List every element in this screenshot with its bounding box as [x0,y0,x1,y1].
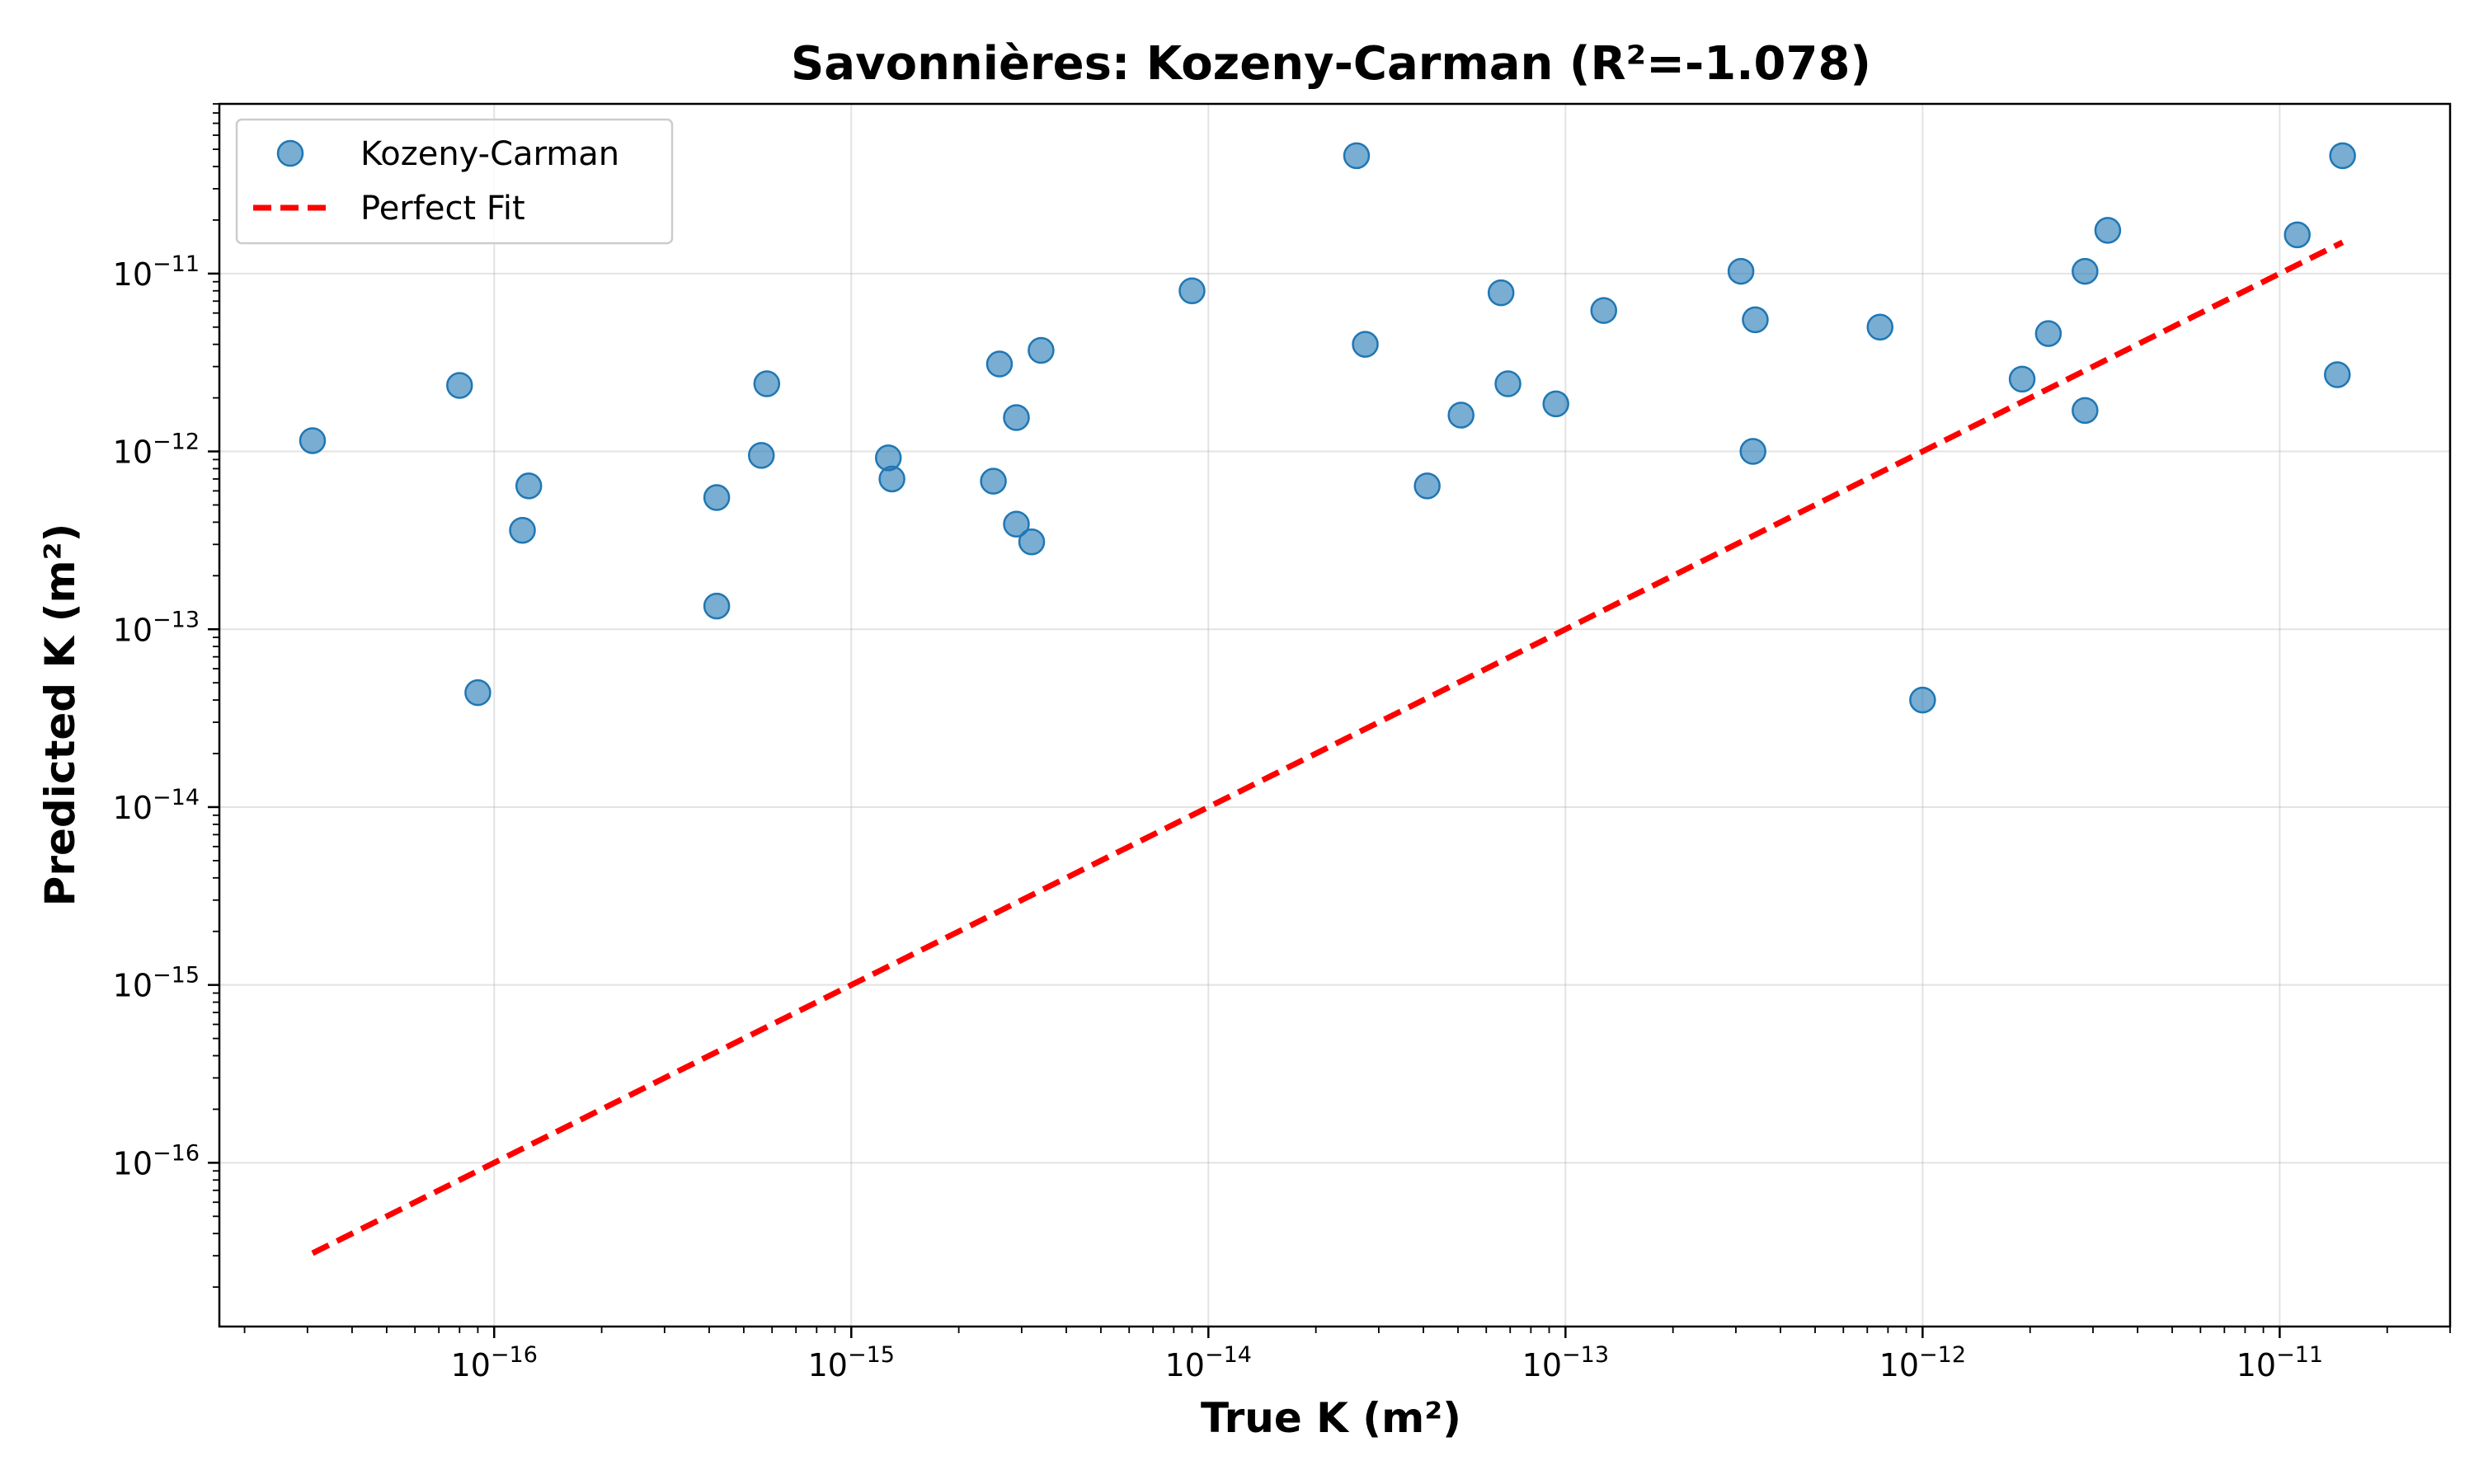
x-axis-ticks: 10−16 10−15 10−14 10−13 10−12 10−11 [451,1327,2323,1383]
legend: Kozeny-Carman Perfect Fit [235,118,674,245]
y-tick-label: 10−12 [113,430,200,471]
data-point [703,484,731,511]
data-point [1909,686,1936,714]
legend-marker-kozeny-carman [276,139,304,167]
series-layer [299,142,2356,1256]
data-point [2034,320,2062,347]
y-axis-ticks: 10−16 10−15 10−14 10−13 10−12 10−11 [113,251,219,1181]
plot-frame [218,102,2452,1328]
x-tick-label: 10−16 [451,1342,538,1383]
scatter-points [299,142,2356,714]
y-tick-label: 10−11 [113,251,200,293]
data-point [985,350,1014,378]
data-point [1727,257,1755,285]
x-tick-label: 10−11 [2236,1342,2323,1383]
data-point [878,465,905,493]
data-point [1018,528,1046,556]
minor-ticks [213,103,2451,1333]
data-point [1590,297,1618,324]
data-point [2072,397,2099,425]
data-point [1028,336,1055,364]
legend-label-kozeny-carman: Kozeny-Carman [360,135,619,173]
y-tick-label: 10−14 [113,785,200,826]
data-point [1494,370,1522,397]
data-point [1003,404,1030,431]
data-point [1343,142,1371,170]
data-point [2284,221,2311,249]
legend-label-perfect-fit: Perfect Fit [360,190,525,228]
x-tick-label: 10−13 [1522,1342,1609,1383]
plot-area: 10−16 10−15 10−14 10−13 10−12 10−11 10−1610−1… [113,102,2452,1383]
data-point [446,372,473,399]
data-point [1447,402,1475,429]
data-point [1003,510,1030,538]
data-point [1542,390,1569,418]
data-point [1413,472,1441,500]
data-point [1352,331,1379,358]
grid [219,104,2450,1327]
y-axis-label: Predicted K (m²) [36,524,84,907]
data-point [509,517,536,544]
perfect-fit-line [311,239,2345,1256]
x-tick-label: 10−12 [1879,1342,1966,1383]
data-point [2072,257,2099,285]
data-point [703,592,731,620]
x-axis-label: True K (m²) [1201,1394,1461,1442]
data-point [1178,277,1206,304]
legend-box [235,118,674,245]
data-point [753,370,781,397]
x-tick-label: 10−14 [1165,1342,1252,1383]
data-point [2094,217,2122,244]
x-tick-label: 10−15 [808,1342,895,1383]
data-point [1739,438,1766,465]
y-tick-label: 10−15 [113,963,200,1004]
data-point [299,427,327,454]
data-point [2324,361,2351,388]
data-point [980,467,1007,495]
data-point [2008,365,2036,393]
data-point [1866,313,1893,341]
data-point [515,472,543,500]
data-point [1742,306,1769,334]
y-tick-label: 10−13 [113,607,200,648]
chart-title: Savonnières: Kozeny-Carman (R²=-1.078) [791,37,1871,91]
y-tick-label: 10−16 [113,1140,200,1181]
data-point [1487,279,1515,307]
data-point [464,679,492,707]
data-point [2329,142,2356,170]
data-point [747,442,775,469]
